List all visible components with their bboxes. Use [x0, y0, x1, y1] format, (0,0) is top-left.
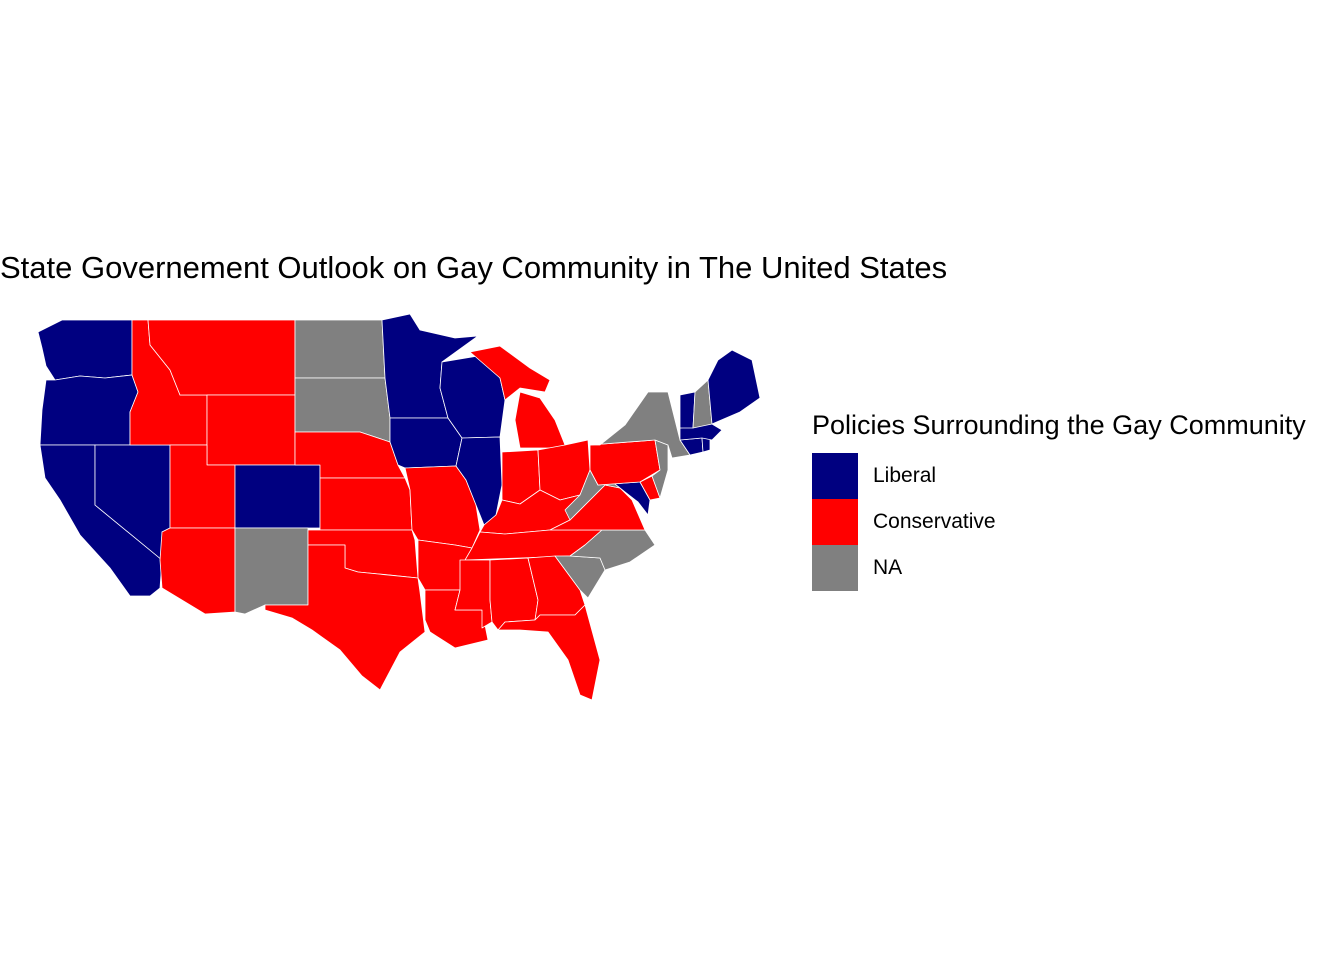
state-florida	[497, 604, 601, 701]
legend-title: Policies Surrounding the Gay Community	[812, 410, 1306, 440]
map-title: State Governement Outlook on Gay Communi…	[0, 250, 948, 285]
legend-swatch-liberal	[812, 453, 858, 499]
legend-item-conservative: Conservative	[812, 499, 1306, 545]
state-wyoming	[206, 394, 296, 466]
state-washington	[37, 319, 133, 381]
legend-label-liberal: Liberal	[873, 464, 937, 487]
state-vermont	[679, 391, 696, 429]
state-iowa	[389, 417, 463, 469]
legend-label-na: NA	[873, 556, 903, 579]
state-rhode-island	[701, 437, 711, 453]
state-oregon	[39, 374, 139, 446]
state-colorado	[234, 464, 321, 529]
legend-swatch-na	[812, 545, 858, 591]
state-texas	[264, 544, 426, 691]
legend-swatch-conservative	[812, 499, 858, 545]
legend: Policies Surrounding the Gay Community L…	[812, 410, 1306, 591]
legend-label-conservative: Conservative	[873, 510, 996, 533]
state-north-carolina	[569, 529, 656, 571]
state-arizona	[159, 527, 236, 615]
legend-item-liberal: Liberal	[812, 453, 1306, 499]
legend-item-na: NA	[812, 545, 1306, 591]
state-new-mexico	[234, 527, 309, 615]
state-north-dakota	[294, 319, 386, 379]
state-kansas	[319, 477, 413, 531]
state-maine	[707, 349, 761, 425]
